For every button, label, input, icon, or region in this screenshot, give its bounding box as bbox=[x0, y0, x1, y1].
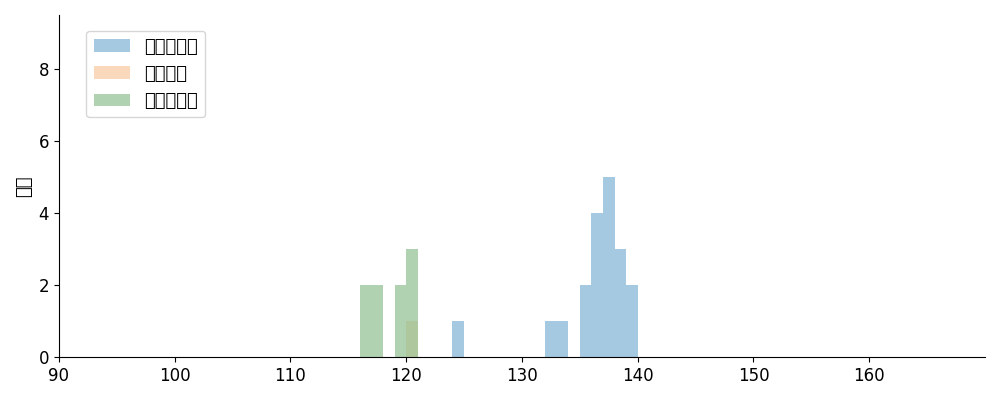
Y-axis label: 球数: 球数 bbox=[15, 175, 33, 197]
Bar bbox=[360, 285, 371, 357]
Bar bbox=[406, 321, 418, 357]
Bar bbox=[580, 285, 591, 357]
Bar bbox=[371, 285, 383, 357]
Bar bbox=[591, 213, 603, 357]
Bar bbox=[395, 285, 406, 357]
Bar bbox=[615, 249, 626, 357]
Bar bbox=[406, 249, 418, 357]
Bar bbox=[626, 285, 638, 357]
Bar bbox=[545, 321, 557, 357]
Legend: ストレート, シンカー, スライダー: ストレート, シンカー, スライダー bbox=[86, 31, 205, 117]
Bar bbox=[603, 177, 615, 357]
Bar bbox=[557, 321, 568, 357]
Bar bbox=[452, 321, 464, 357]
